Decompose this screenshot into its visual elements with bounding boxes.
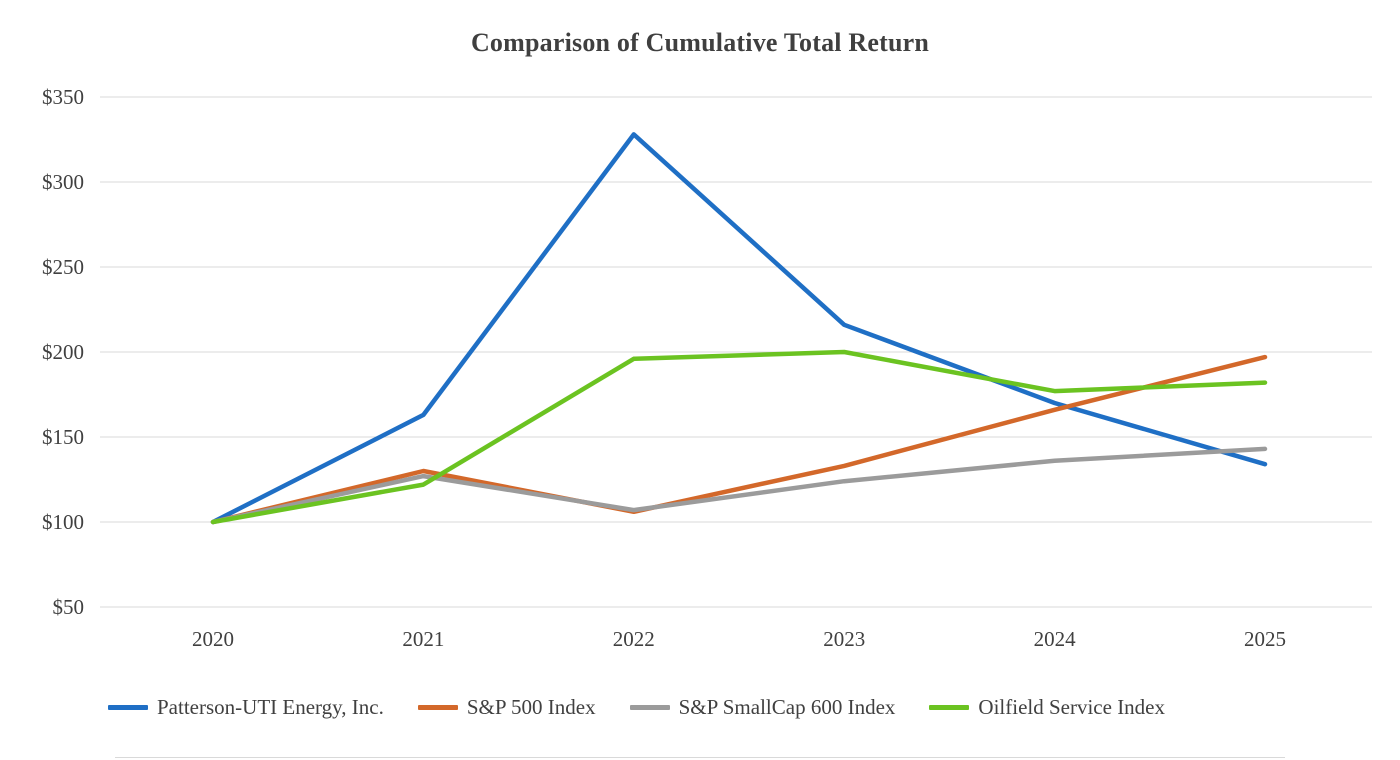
legend-item: S&P 500 Index [417, 694, 596, 720]
series-line [210, 132, 1268, 525]
x-axis-tick-label: 2021 [402, 627, 444, 651]
legend-item: S&P SmallCap 600 Index [629, 694, 896, 720]
chart-legend: Patterson-UTI Energy, Inc. S&P 500 Index S… [108, 693, 1360, 721]
y-axis-tick-label: $350 [42, 85, 84, 109]
series-line [210, 446, 1268, 525]
y-axis-tick-label: $300 [42, 170, 84, 194]
y-axis-tick-label: $50 [53, 595, 85, 619]
x-axis-tick-label: 2022 [613, 627, 655, 651]
series-line [210, 349, 1268, 525]
legend-label: Patterson-UTI Energy, Inc. [157, 694, 384, 719]
legend-item: Patterson-UTI Energy, Inc. [108, 695, 384, 720]
legend-line-swatch [417, 704, 458, 710]
x-axis-tick-label: 2020 [192, 627, 234, 651]
legend-label: Oilfield Service Index [978, 694, 1166, 719]
chart-title: Comparison of Cumulative Total Return [470, 28, 930, 57]
legend-line-swatch [629, 704, 670, 710]
y-axis-tick-label: $150 [42, 425, 84, 449]
bottom-divider [115, 757, 1285, 758]
x-axis-tick-label: 2023 [823, 627, 865, 651]
legend-label: S&P 500 Index [466, 694, 596, 719]
series-line [210, 354, 1268, 525]
y-axis-tick-label: $100 [42, 510, 84, 534]
legend-line-swatch [108, 704, 148, 710]
legend-item: Oilfield Service Index [929, 695, 1165, 720]
legend-label: S&P SmallCap 600 Index [678, 694, 896, 719]
y-axis-tick-label: $200 [42, 340, 84, 364]
x-axis-tick-label: 2024 [1034, 627, 1077, 651]
y-axis-tick-label: $250 [42, 255, 84, 279]
legend-line-swatch [929, 704, 970, 710]
x-axis-tick-label: 2025 [1244, 627, 1286, 651]
